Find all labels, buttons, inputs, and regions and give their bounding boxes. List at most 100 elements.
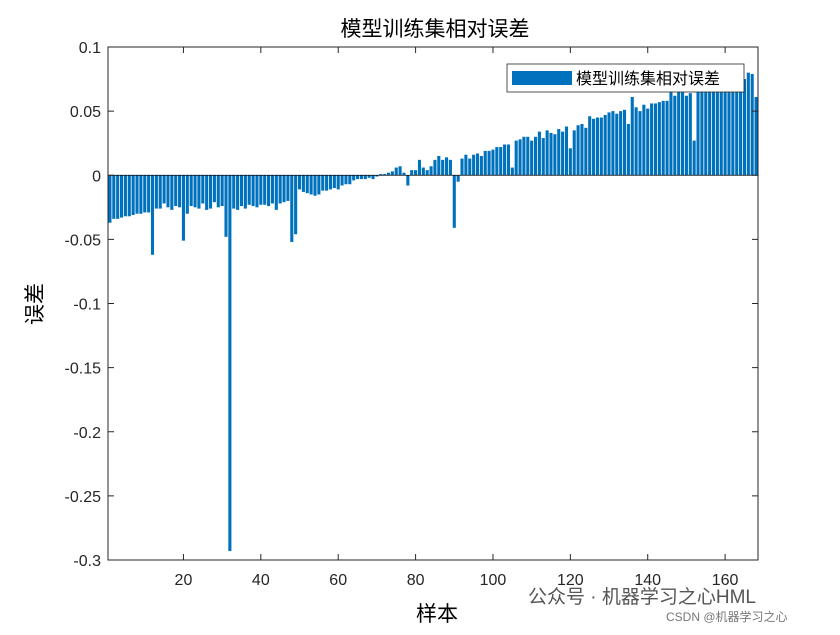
bar xyxy=(390,171,394,176)
bar xyxy=(127,175,131,217)
bar xyxy=(185,175,189,214)
bar xyxy=(622,109,627,176)
bar xyxy=(723,81,727,176)
bar xyxy=(220,175,224,207)
bar xyxy=(417,159,422,176)
bar xyxy=(363,175,367,180)
bar xyxy=(526,136,530,176)
bar xyxy=(495,147,499,176)
bar xyxy=(549,132,553,176)
bar xyxy=(398,166,402,176)
bar xyxy=(278,175,282,204)
bar xyxy=(119,175,124,218)
bar xyxy=(328,175,333,190)
legend-swatch xyxy=(512,71,572,85)
x-tick-label: 80 xyxy=(407,572,425,589)
chart-title: 模型训练集相对误差 xyxy=(341,17,530,41)
bar xyxy=(116,175,120,219)
bar xyxy=(108,175,112,223)
bar xyxy=(239,175,244,207)
bar xyxy=(739,85,743,176)
bar xyxy=(468,158,472,176)
bar xyxy=(630,97,634,176)
bar xyxy=(294,175,298,235)
bar xyxy=(545,130,549,176)
bar xyxy=(561,131,565,176)
bar xyxy=(541,138,545,176)
bar xyxy=(588,116,592,176)
bar xyxy=(154,175,158,209)
bar xyxy=(162,175,166,204)
bar xyxy=(472,154,476,176)
y-axis-label: 误差 xyxy=(23,283,47,325)
bar xyxy=(735,77,739,176)
bar xyxy=(359,175,363,180)
bar xyxy=(503,144,507,176)
bar xyxy=(634,107,638,176)
bar xyxy=(619,111,623,176)
bar xyxy=(715,85,719,176)
bar xyxy=(692,140,696,176)
bar xyxy=(189,175,193,207)
x-tick-label: 20 xyxy=(175,572,193,589)
bar xyxy=(479,156,483,176)
bar xyxy=(193,175,197,208)
bar xyxy=(170,175,174,210)
bar xyxy=(216,175,220,208)
bar xyxy=(247,175,251,205)
bar xyxy=(456,175,460,182)
bar xyxy=(367,175,371,178)
bar xyxy=(205,175,209,210)
bar xyxy=(669,91,673,176)
bar xyxy=(379,173,383,176)
bar xyxy=(150,175,155,255)
bar xyxy=(112,175,116,219)
bar xyxy=(731,80,735,176)
bar xyxy=(491,149,495,176)
bar xyxy=(650,103,654,176)
bar xyxy=(572,130,576,176)
bar xyxy=(475,153,480,176)
bar xyxy=(143,175,147,213)
bar xyxy=(317,175,321,195)
x-tick-label: 60 xyxy=(329,572,347,589)
bar xyxy=(564,126,569,176)
bar xyxy=(696,88,700,176)
bar xyxy=(386,172,391,176)
bar xyxy=(746,72,750,176)
bar xyxy=(580,123,584,176)
bar xyxy=(603,114,607,176)
bar xyxy=(394,167,398,176)
bar xyxy=(727,82,731,176)
bar xyxy=(700,88,704,176)
bar xyxy=(406,175,410,186)
watermark: CSDN @机器学习之心 xyxy=(666,609,788,624)
bar xyxy=(708,88,712,176)
bar xyxy=(754,97,758,176)
bar xyxy=(290,175,294,242)
bar xyxy=(553,134,557,176)
bar xyxy=(332,175,336,189)
x-axis-label: 样本 xyxy=(416,602,458,626)
bar xyxy=(166,175,170,208)
y-tick-label: -0.1 xyxy=(73,297,101,314)
bar xyxy=(425,170,429,176)
bar xyxy=(487,150,491,176)
bar xyxy=(352,175,356,181)
bar xyxy=(251,175,255,207)
bar xyxy=(448,159,452,176)
bar xyxy=(208,175,213,209)
bar xyxy=(421,167,425,176)
bar xyxy=(263,175,267,205)
bar xyxy=(212,175,216,203)
bar xyxy=(158,175,162,209)
bar xyxy=(340,175,344,186)
bar xyxy=(267,175,271,207)
bar xyxy=(348,175,352,185)
bar xyxy=(750,73,754,176)
x-tick-label: 40 xyxy=(252,572,270,589)
bar xyxy=(646,108,650,176)
bar xyxy=(665,100,669,176)
